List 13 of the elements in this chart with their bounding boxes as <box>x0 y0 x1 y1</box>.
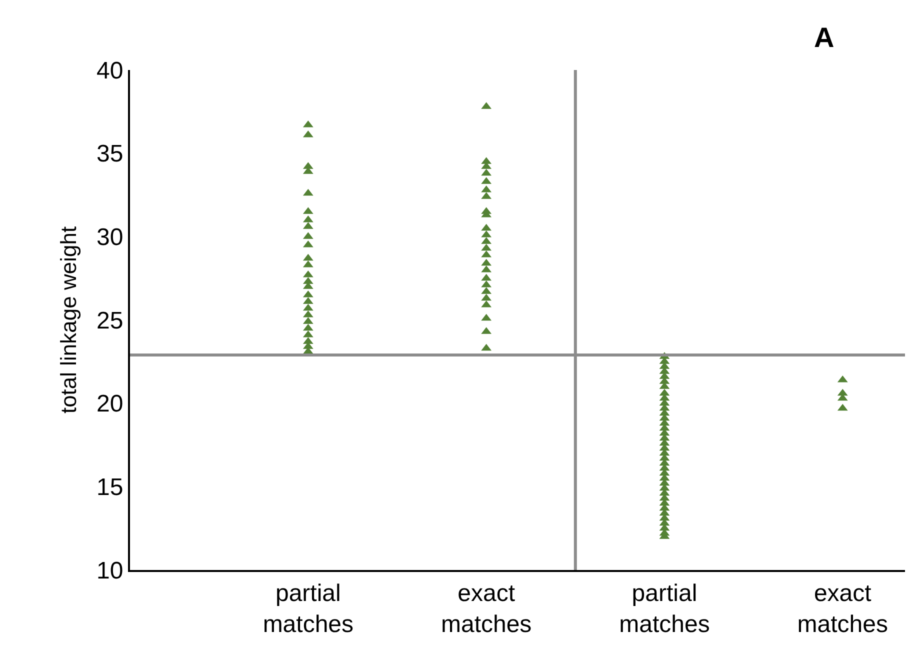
x-tick-label: exact matches <box>440 580 532 638</box>
y-tick-label: 15 <box>96 474 124 502</box>
y-tick-label: 10 <box>96 557 124 584</box>
y-tick-label: 30 <box>96 224 124 252</box>
y-axis-title: total linkage weight <box>56 226 81 414</box>
y-tick-label: 25 <box>96 307 124 334</box>
x-tick-label: partial matches <box>619 580 710 638</box>
text: A <box>814 22 834 53</box>
y-tick-label: 40 <box>96 57 124 84</box>
y-tick-label: 20 <box>96 390 124 418</box>
x-tick-label: partial matches <box>262 580 354 638</box>
y-tick-label: 35 <box>96 140 124 168</box>
x-tick-label: exact matches <box>797 580 888 638</box>
